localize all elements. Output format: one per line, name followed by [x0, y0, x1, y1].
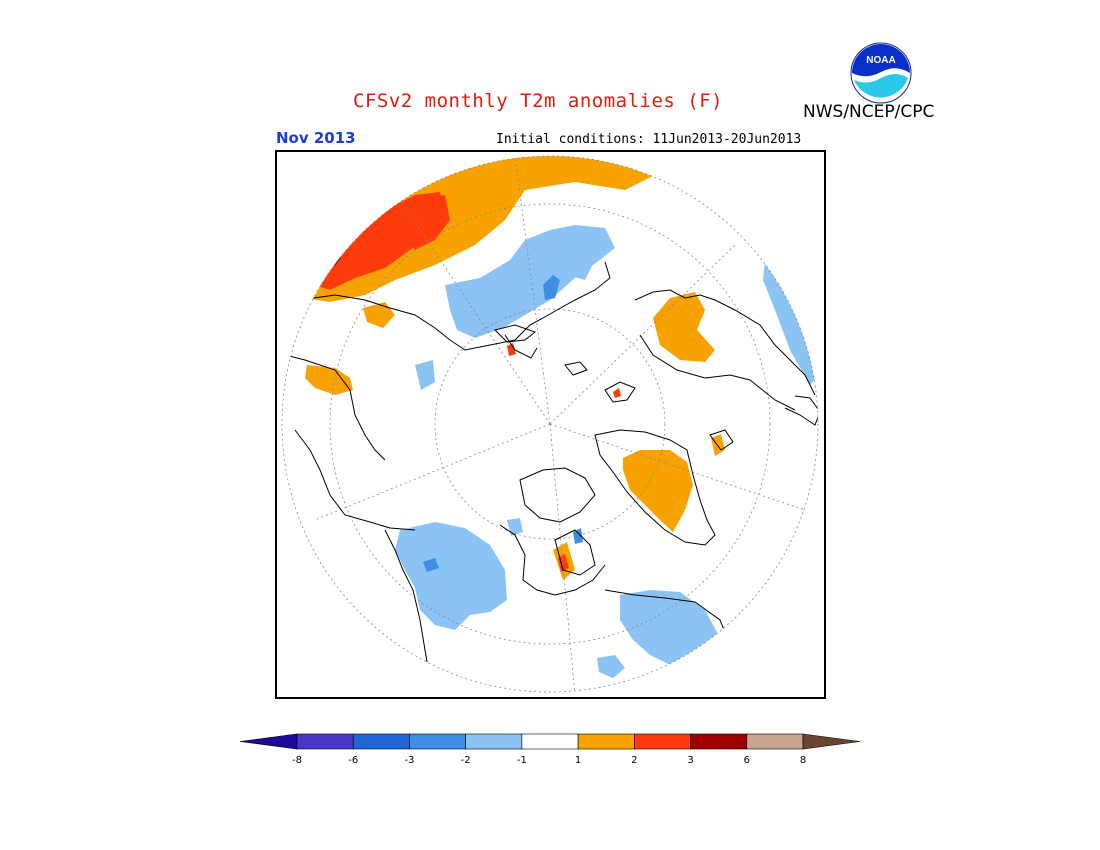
alaska-warm-region [305, 365, 353, 395]
colorbar-box [409, 733, 466, 750]
western-canada-cool-core [423, 558, 439, 572]
hemisphere-edge [281, 155, 819, 693]
valid-month-label: Nov 2013 [276, 129, 356, 147]
colorbar-tick-label: -1 [517, 755, 527, 766]
bering-coast [294, 429, 416, 531]
labrador-cool-spot [573, 528, 583, 544]
negative-anomaly-regions [395, 225, 818, 678]
meridian-sw [314, 423, 551, 521]
meridian-n [514, 156, 551, 425]
scandinavia-coast [634, 289, 816, 396]
map-border [275, 150, 826, 699]
colorbar-tick-label: 3 [687, 755, 693, 766]
barents-warm-spot [711, 434, 725, 456]
coastlines [284, 261, 818, 692]
agency-label: NWS/NCEP/CPC [803, 102, 935, 122]
noaa-logo: NOAA [850, 42, 912, 104]
colorbar-arrow-max [802, 733, 861, 750]
iceland-coast [709, 429, 734, 451]
norway-coast-cool-region [763, 260, 818, 385]
colorbar-arrow-min [239, 733, 298, 750]
map-title: CFSv2 monthly T2m anomalies (F) [353, 90, 724, 112]
colorbar-box [296, 733, 354, 750]
initial-conditions-label: Initial conditions: 11Jun2013-20Jun2013 [496, 132, 802, 147]
siberia-hot-core-2 [400, 195, 450, 250]
mediterranean-cool-spot [597, 655, 625, 678]
novaya-zemlya-coast [494, 324, 537, 343]
latitude-circle-50 [329, 203, 771, 645]
colorbar-tick-label: -6 [348, 755, 358, 766]
kola-cool-region [565, 248, 595, 280]
colorbar-tick-label: 6 [744, 755, 750, 766]
western-canada-cool-region [395, 522, 507, 630]
greenland-warm-region [623, 450, 693, 532]
positive-anomaly-regions [305, 156, 725, 580]
colorbar-box [634, 733, 691, 750]
hudson-bay-coast [499, 524, 606, 596]
colorbar-box [690, 733, 748, 750]
kamchatka-warm-region [363, 302, 395, 328]
colorbar-tick-label: -8 [292, 755, 302, 766]
colorbar-tick-label: 1 [575, 755, 581, 766]
colorbar-box [352, 733, 410, 750]
canada-arctic-hot-spot [558, 554, 569, 572]
canada-pacific-coast [384, 529, 431, 681]
polar-map [275, 150, 826, 699]
colorbar-tick-label: -2 [461, 755, 471, 766]
greenland-coast [594, 429, 716, 546]
arctic-archipelago [519, 467, 596, 523]
noaa-logo-water [854, 74, 908, 98]
latitude-circle-70 [434, 308, 666, 540]
taymyr-coast [504, 334, 538, 359]
colorbar-box [465, 733, 523, 750]
scandinavia-coast-2 [639, 334, 796, 411]
noaa-logo-sky [852, 44, 910, 77]
siberia-coast [299, 261, 611, 351]
scandinavia-warm-region [653, 292, 715, 362]
siberia-warm-region [305, 156, 665, 302]
colorbar-tick-label: 2 [631, 755, 637, 766]
colorbar-box [521, 733, 579, 750]
svalbard-warm-spot [613, 388, 621, 398]
novaya-zemlya-warm-spot [507, 343, 516, 356]
colorbar-box [577, 733, 635, 750]
siberia-west-cool-spot [415, 360, 435, 390]
baffin-coast [554, 529, 596, 576]
russia-cool-core [543, 275, 560, 300]
uk-ireland-coast [784, 395, 818, 426]
map-grid [314, 156, 806, 692]
europe-cool-region [620, 590, 720, 665]
hudson-cool-spot [507, 518, 523, 536]
colorbar-tick-label: -3 [404, 755, 414, 766]
alaska-coast [284, 354, 386, 461]
color-scale-bar: -8 -6 -3 -2 -1 1 2 3 6 8 [239, 733, 861, 766]
colorbar-tick-label: 8 [800, 755, 806, 766]
franz-josef-coast [564, 361, 588, 376]
svalbard-coast [604, 381, 636, 403]
colorbar-box [746, 733, 804, 750]
noaa-logo-text: NOAA [866, 55, 895, 66]
